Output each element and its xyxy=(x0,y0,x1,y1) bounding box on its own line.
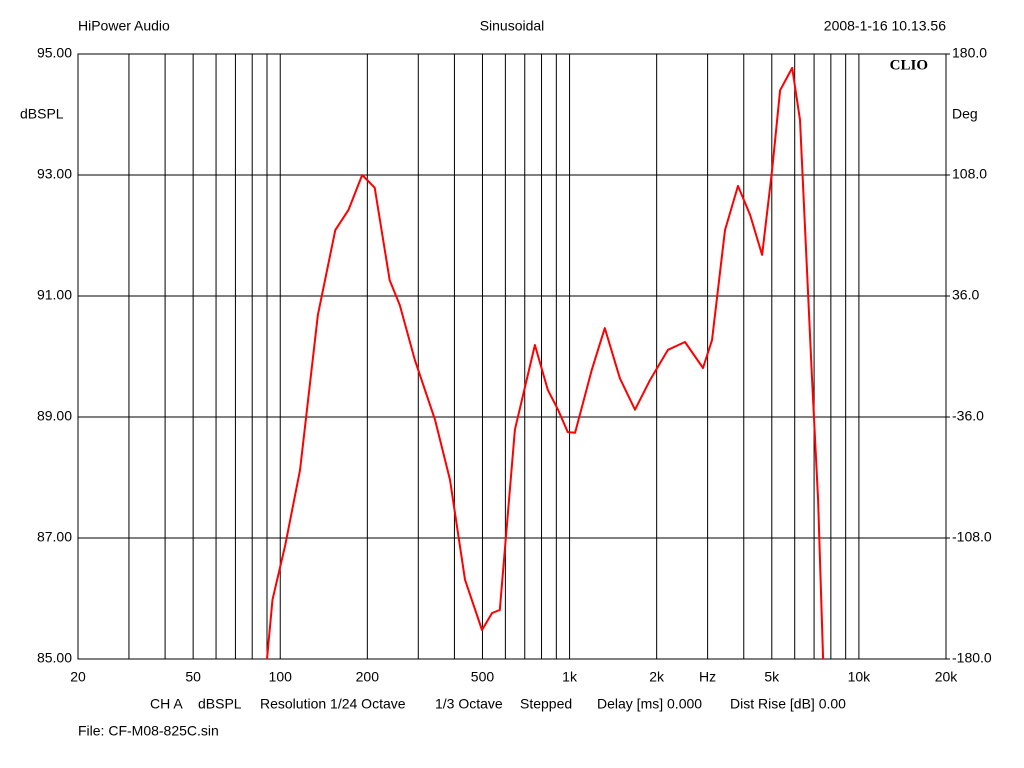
y-tick-label: 93.00 xyxy=(37,166,72,182)
x-tick-label: 10k xyxy=(848,669,872,685)
y-tick-label: 91.00 xyxy=(37,287,72,303)
y-axis-label: dBSPL xyxy=(20,106,64,122)
x-tick-label: 100 xyxy=(269,669,293,685)
x-tick-label: 5k xyxy=(764,669,780,685)
y2-axis-label: Deg xyxy=(952,106,978,122)
header-right: 2008-1-16 10.13.56 xyxy=(824,18,946,34)
x-tick-label: 2k xyxy=(649,669,665,685)
header-left: HiPower Audio xyxy=(78,18,170,34)
response-line xyxy=(266,66,825,660)
y2-tick-label: -108.0 xyxy=(952,529,992,545)
footer-item: Stepped xyxy=(520,696,572,712)
y2-tick-label: 180.0 xyxy=(952,45,987,61)
file-label: File: CF-M08-825C.sin xyxy=(78,723,219,739)
y2-tick-label: 108.0 xyxy=(952,166,987,182)
x-tick-label: 20k xyxy=(935,669,959,685)
y-tick-label: 87.00 xyxy=(37,529,72,545)
x-tick-label: 50 xyxy=(185,669,201,685)
y-tick-label: 95.00 xyxy=(37,45,72,61)
y-tick-label: 89.00 xyxy=(37,408,72,424)
logo: CLIO xyxy=(890,57,928,73)
x-tick-label: 1k xyxy=(562,669,578,685)
footer-item: CH A xyxy=(150,696,183,712)
x-tick-label: 20 xyxy=(70,669,86,685)
footer-item: Dist Rise [dB] 0.00 xyxy=(730,696,846,712)
chart-title: Sinusoidal xyxy=(480,18,545,34)
y2-tick-label: -180.0 xyxy=(952,650,992,666)
footer-item: 1/3 Octave xyxy=(435,696,503,712)
x-tick-label: 200 xyxy=(356,669,380,685)
footer-item: Resolution 1/24 Octave xyxy=(260,696,406,712)
footer-item: Delay [ms] 0.000 xyxy=(597,696,702,712)
x-tick-label: Hz xyxy=(699,669,716,685)
y2-tick-label: 36.0 xyxy=(952,287,979,303)
footer-item: dBSPL xyxy=(198,696,242,712)
y2-tick-label: -36.0 xyxy=(952,408,984,424)
y-tick-label: 85.00 xyxy=(37,650,72,666)
x-tick-label: 500 xyxy=(471,669,495,685)
